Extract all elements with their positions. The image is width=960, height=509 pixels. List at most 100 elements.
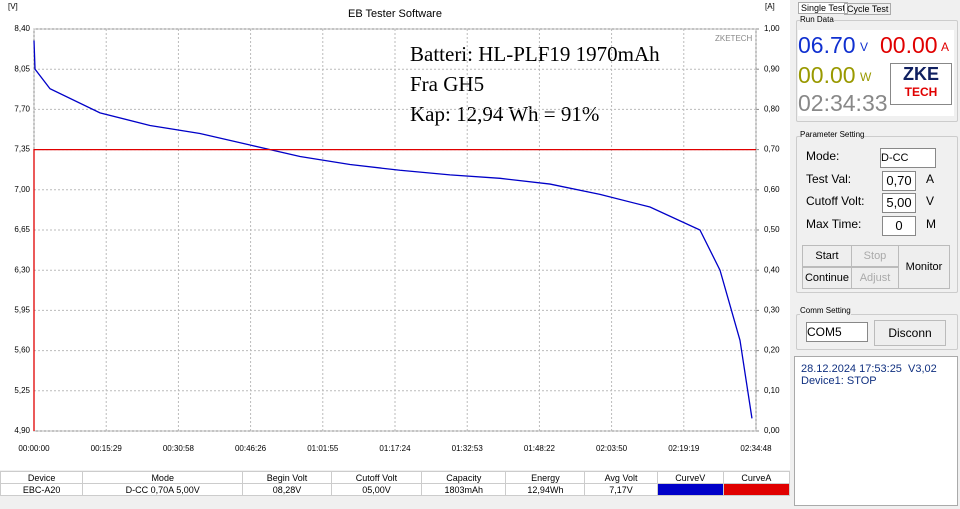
button[interactable]: Start xyxy=(802,245,852,267)
label: Max Time: xyxy=(806,217,862,231)
header-cell: Capacity xyxy=(421,471,507,484)
curve-color xyxy=(656,483,724,496)
cell: 05,00V xyxy=(330,483,423,496)
volt-unit: V xyxy=(860,40,869,54)
group-title: Parameter Setting xyxy=(800,130,865,139)
port-select[interactable]: COM5 xyxy=(806,322,868,342)
label: Mode: xyxy=(806,149,840,163)
button[interactable]: Disconn xyxy=(874,320,946,346)
x-tick-label: 02:34:48 xyxy=(740,444,772,453)
header-cell: Device xyxy=(0,471,84,484)
y-tick-label: 5,60 xyxy=(14,346,30,355)
y-tick-label: 6,65 xyxy=(14,225,30,234)
side-panel: Single Test Cycle Test Run Data 06.70 V … xyxy=(792,0,960,509)
x-tick-label: 01:17:24 xyxy=(379,444,411,453)
y-tick-label: 8,05 xyxy=(14,64,30,73)
x-tick-label: 01:48:22 xyxy=(524,444,556,453)
y-unit: [V] xyxy=(8,2,18,11)
button[interactable]: Monitor xyxy=(898,245,950,289)
y2-tick-label: 0,40 xyxy=(764,265,780,274)
amp: 00.00 xyxy=(880,32,938,58)
header-cell: Avg Volt xyxy=(584,471,658,484)
y-tick-label: 7,35 xyxy=(14,145,30,154)
y2-tick-label: 0,20 xyxy=(764,346,780,355)
header-cell: Begin Volt xyxy=(242,471,332,484)
button[interactable]: Adjust xyxy=(851,267,899,289)
x-tick-label: 00:00:00 xyxy=(18,444,50,453)
comm-group xyxy=(796,314,958,350)
y2-tick-label: 0,60 xyxy=(764,185,780,194)
series-line xyxy=(33,148,756,431)
x-tick-label: 00:15:29 xyxy=(91,444,123,453)
watt: 00.00 xyxy=(798,62,856,88)
annotation: Kap: 12,94 Wh = 91% xyxy=(410,102,599,126)
amp-unit: A xyxy=(941,40,950,54)
x-tick-label: 02:03:50 xyxy=(596,444,628,453)
y2-tick-label: 0,00 xyxy=(764,426,780,435)
cell: EBC-A20 xyxy=(0,483,84,496)
display: 06.70 V 00.00 A 00.00 W 02:34:33 ZKE TEC… xyxy=(798,30,954,116)
tab[interactable]: Single Test xyxy=(798,2,848,14)
button[interactable]: Continue xyxy=(802,267,852,289)
label: Test Val: xyxy=(806,172,852,186)
y-tick-label: 6,30 xyxy=(14,265,30,274)
chart: EB Tester Software [V] [A] ZKETECH Batte… xyxy=(0,0,790,470)
input[interactable]: 0,70 xyxy=(882,171,916,191)
status: 28.12.2024 17:53:25 V3,02 xyxy=(801,363,937,375)
status: Device1: STOP xyxy=(801,375,877,387)
y-tick-label: 5,95 xyxy=(14,306,30,315)
mode-select[interactable]: D-CC xyxy=(880,148,936,168)
result-table: Device Mode Begin Volt Cutoff Volt Capacity E… xyxy=(0,471,791,496)
x-tick-label: 01:32:53 xyxy=(452,444,484,453)
header-cell: Mode xyxy=(82,471,244,484)
cell: D-CC 0,70A 5,00V xyxy=(82,483,244,496)
input[interactable]: 0 xyxy=(882,216,916,236)
tab[interactable]: Cycle Test xyxy=(844,3,892,15)
group-title: Run Data xyxy=(800,15,834,24)
header-cell: Energy xyxy=(505,471,586,484)
chart-title: EB Tester Software xyxy=(348,8,442,20)
y2-tick-label: 0,50 xyxy=(764,225,780,234)
cell: 12,94Wh xyxy=(505,483,586,496)
y2-tick-label: 1,00 xyxy=(764,24,780,33)
y2-tick-label: 0,10 xyxy=(764,386,780,395)
y2-tick-label: 0,70 xyxy=(764,145,780,154)
y2-tick-label: 0,90 xyxy=(764,64,780,73)
param-group xyxy=(796,136,958,293)
y2-tick-label: 0,30 xyxy=(764,306,780,315)
input[interactable]: 5,00 xyxy=(882,193,916,213)
x-tick-label: 00:30:58 xyxy=(163,444,195,453)
x-tick-label: 00:46:26 xyxy=(235,444,267,453)
watermark: ZKETECH xyxy=(715,34,753,43)
y-tick-label: 7,70 xyxy=(14,105,30,114)
status-box: 28.12.2024 17:53:25 V3,02 Device1: STOP xyxy=(794,356,958,506)
header-cell: Cutoff Volt xyxy=(330,471,423,484)
unit: A xyxy=(926,172,935,186)
logo-text: TECH xyxy=(904,85,938,99)
unit: M xyxy=(926,217,936,231)
header-cell: CurveV xyxy=(656,471,724,484)
unit: V xyxy=(926,194,935,208)
header-cell: CurveA xyxy=(722,471,791,484)
label: Cutoff Volt: xyxy=(806,194,865,208)
button[interactable]: Stop xyxy=(851,245,899,267)
y-tick-label: 7,00 xyxy=(14,185,30,194)
logo: ZKE TECH xyxy=(890,63,952,105)
y2-tick-label: 0,80 xyxy=(764,105,780,114)
watt-unit: W xyxy=(860,70,872,84)
volt: 06.70 xyxy=(798,32,856,58)
y-tick-label: 5,25 xyxy=(14,386,30,395)
y-tick-label: 8,40 xyxy=(14,24,30,33)
group-title: Comm Setting xyxy=(800,306,851,315)
annotation: Fra GH5 xyxy=(410,72,484,96)
y2-unit: [A] xyxy=(765,2,775,11)
time: 02:34:33 xyxy=(798,90,888,116)
cell: 7,17V xyxy=(584,483,658,496)
cell: 08,28V xyxy=(242,483,332,496)
logo-text: ZKE xyxy=(903,64,939,84)
y-tick-label: 4,90 xyxy=(14,426,30,435)
run-data-group xyxy=(796,20,958,122)
annotation: Batteri: HL-PLF19 1970mAh xyxy=(410,42,660,66)
x-tick-label: 02:19:19 xyxy=(668,444,700,453)
